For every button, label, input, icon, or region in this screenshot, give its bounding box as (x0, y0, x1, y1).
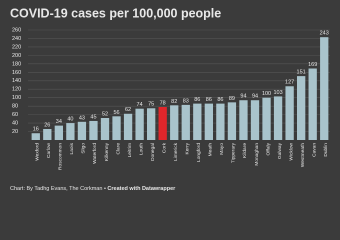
background (0, 0, 340, 206)
y-tick-label: 260 (12, 27, 21, 33)
x-tick-label: Carlow (46, 142, 52, 157)
x-tick-label: Wexford (35, 143, 41, 161)
bar (135, 108, 144, 140)
x-tick-label: Waterford (92, 143, 98, 164)
value-label: 169 (308, 62, 317, 68)
bar (262, 97, 271, 140)
y-tick-label: 100 (12, 95, 21, 101)
value-label: 45 (90, 114, 96, 120)
bar (54, 125, 63, 140)
value-label: 100 (262, 91, 271, 97)
value-label: 16 (33, 127, 39, 133)
x-tick-label: Louth (138, 143, 144, 155)
value-label: 34 (56, 119, 62, 125)
value-label: 86 (194, 97, 200, 103)
y-tick-label: 240 (12, 36, 21, 42)
value-label: 82 (171, 99, 177, 105)
y-tick-label: 220 (12, 44, 21, 50)
y-tick-label: 40 (12, 121, 18, 127)
value-label: 103 (273, 90, 282, 96)
x-tick-label: Limerick (173, 142, 179, 160)
x-tick-label: Laois (69, 142, 75, 154)
x-tick-label: Mayo (219, 143, 225, 155)
bar (158, 107, 167, 140)
bar (250, 100, 260, 140)
y-tick-label: 80 (12, 104, 18, 110)
value-label: 127 (285, 80, 294, 86)
x-tick-label: Tipperary (231, 142, 237, 163)
source: Chart: By Tadhg Evans, The Corkman • (10, 186, 106, 192)
y-tick-label: 140 (12, 78, 21, 84)
x-tick-label: Westmeath (300, 143, 306, 168)
bar (77, 121, 87, 140)
value-label: 89 (229, 96, 235, 102)
credit: Created with Datawrapper (107, 186, 176, 192)
bar (112, 116, 121, 140)
bar (89, 120, 98, 140)
footer: Chart: By Tadhg Evans, The Corkman • Cre… (10, 186, 176, 192)
bar (297, 76, 306, 140)
x-tick-label: Roscommon (58, 143, 64, 170)
bar (216, 103, 225, 140)
bar (170, 105, 179, 140)
y-tick-label: 160 (12, 70, 21, 76)
x-tick-label: Sligo (81, 143, 87, 154)
value-label: 86 (217, 97, 223, 103)
value-label: 40 (67, 117, 73, 123)
x-tick-label: Monaghan (254, 143, 260, 166)
value-label: 62 (125, 107, 131, 113)
bar (43, 129, 52, 140)
bar (273, 96, 283, 140)
x-tick-label: Wicklow (288, 142, 294, 160)
bar (147, 108, 156, 140)
y-tick-label: 200 (12, 53, 21, 59)
x-tick-label: Cavan (311, 143, 317, 157)
y-tick-label: 20 (12, 129, 18, 135)
bar (204, 103, 213, 140)
x-tick-label: Clare (115, 143, 121, 155)
chart: COVID-19 cases per 100,000 people Chart:… (0, 0, 340, 206)
bar (181, 104, 190, 140)
bar (66, 123, 75, 140)
x-tick-label: Donegal (150, 143, 156, 161)
value-label: 56 (113, 110, 119, 116)
x-tick-label: Dublin (323, 143, 329, 157)
bar (31, 133, 40, 140)
x-tick-label: Kildare (242, 143, 248, 158)
y-tick-label: 180 (12, 61, 21, 67)
bar (285, 86, 294, 140)
chart-title: COVID-19 cases per 100,000 people (10, 6, 221, 20)
x-tick-label: Galway (277, 142, 283, 159)
x-tick-label: Meath (208, 143, 214, 157)
value-label: 94 (240, 94, 246, 100)
bar (227, 102, 237, 140)
value-label: 78 (160, 100, 166, 106)
bar (320, 37, 329, 140)
bar (193, 103, 202, 140)
x-tick-label: Longford (196, 143, 202, 162)
value-label: 75 (148, 102, 154, 108)
bar (308, 68, 317, 140)
value-label: 83 (183, 98, 189, 104)
page: COVID-19 cases per 100,000 people Chart:… (0, 0, 340, 206)
value-label: 52 (102, 111, 108, 117)
x-tick-label: Kerry (185, 142, 191, 154)
bar (123, 113, 133, 140)
value-label: 94 (252, 94, 258, 100)
value-label: 74 (137, 102, 143, 108)
value-label: 43 (79, 115, 85, 121)
bar (100, 118, 110, 140)
y-tick-label: 120 (12, 87, 21, 93)
x-tick-label: Leitrim (127, 143, 133, 157)
x-tick-label: Kilkenny (104, 142, 110, 161)
bar (239, 100, 248, 140)
x-tick-label: Offaly (265, 142, 271, 155)
y-tick-label: 60 (12, 112, 18, 118)
x-tick-label: Cork (161, 142, 167, 153)
value-label: 151 (297, 70, 306, 76)
value-label: 86 (206, 97, 212, 103)
value-label: 243 (320, 31, 329, 37)
value-label: 26 (44, 122, 50, 128)
